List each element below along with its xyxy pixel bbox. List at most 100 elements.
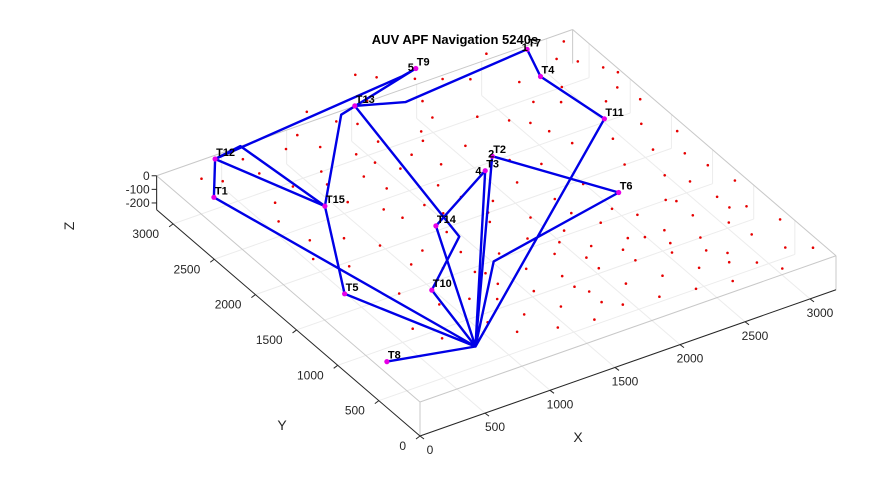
target-label: T9 xyxy=(417,57,430,69)
obstacle-point xyxy=(573,285,576,289)
obstacle-point xyxy=(731,279,734,283)
obstacle-point xyxy=(496,282,500,286)
axes-box xyxy=(156,29,837,436)
obstacle-point xyxy=(401,216,404,219)
obstacle-point xyxy=(675,199,678,203)
y-tick-label: 2000 xyxy=(215,298,242,312)
obstacle-point xyxy=(423,203,426,207)
y-axis-label: Y xyxy=(277,417,287,433)
obstacle-point xyxy=(409,263,413,266)
obstacle-point xyxy=(362,175,366,178)
number-label: 4 xyxy=(475,166,482,178)
obstacle-point xyxy=(342,236,346,240)
grid-line-y xyxy=(296,183,713,331)
obstacle-point xyxy=(241,157,245,161)
y-tick-mark xyxy=(333,364,339,369)
obstacle-point xyxy=(421,249,424,252)
obstacle-point xyxy=(291,185,295,188)
x-tick-label: 0 xyxy=(427,443,434,457)
obstacle-point xyxy=(376,140,380,143)
obstacle-point xyxy=(507,119,511,122)
obstacle-point xyxy=(373,161,377,164)
box-edge xyxy=(156,175,421,403)
obstacle-point xyxy=(560,85,564,89)
chart-title: AUV APF Navigation 5240s xyxy=(372,32,538,47)
obstacle-point xyxy=(320,170,323,173)
obstacle-point xyxy=(555,57,558,61)
number-label: 2 xyxy=(488,148,494,160)
target-point xyxy=(211,194,217,200)
obstacle-point xyxy=(296,133,299,137)
target-label: T15 xyxy=(326,194,345,206)
obstacle-point xyxy=(570,141,574,145)
target-point xyxy=(212,156,218,162)
obstacle-point xyxy=(587,290,591,293)
obstacle-point xyxy=(601,66,605,69)
obstacle-point xyxy=(305,110,309,114)
box-edge xyxy=(156,29,573,177)
obstacle-point xyxy=(733,179,737,182)
obstacle-point xyxy=(410,153,413,156)
box-edge xyxy=(572,29,837,257)
obstacle-point xyxy=(781,267,784,270)
obstacle-point xyxy=(727,221,731,224)
obstacle-point xyxy=(497,252,501,255)
obstacle-point xyxy=(308,239,312,242)
number-label: 1 xyxy=(522,42,528,54)
obstacle-point xyxy=(522,313,526,316)
target-point xyxy=(342,291,348,297)
target-point xyxy=(524,46,530,52)
obstacle-point xyxy=(258,172,261,175)
obstacle-point xyxy=(347,265,351,268)
grid-line-x xyxy=(481,95,746,323)
target-label: T4 xyxy=(542,65,556,77)
obstacle-point xyxy=(438,303,441,306)
obstacle-point xyxy=(715,195,719,199)
number-label: 5 xyxy=(408,62,414,74)
y-tick-mark xyxy=(415,435,421,440)
target-points xyxy=(211,46,622,365)
y-tick-label: 1000 xyxy=(297,368,324,382)
obstacle-point xyxy=(378,244,382,247)
obstacle-point xyxy=(611,137,615,140)
x-tick-mark xyxy=(744,321,750,326)
obstacle-point xyxy=(663,174,666,177)
obstacle-point xyxy=(421,139,425,143)
obstacle-point xyxy=(411,327,415,331)
target-point xyxy=(433,223,439,229)
obstacle-point xyxy=(439,163,443,166)
x-tick-label: 2000 xyxy=(677,352,704,366)
x-tick-label: 1500 xyxy=(612,374,639,388)
obstacle-point xyxy=(670,251,674,254)
obstacle-point xyxy=(669,241,672,245)
obstacle-point xyxy=(273,201,277,204)
obstacle-point xyxy=(727,260,731,264)
obstacle-point xyxy=(621,248,625,251)
obstacle-point xyxy=(699,236,702,239)
obstacle-point xyxy=(691,214,695,217)
obstacle-point xyxy=(469,77,472,81)
obstacle-point xyxy=(518,80,521,84)
target-label: T3 xyxy=(486,159,499,171)
target-point xyxy=(429,287,435,293)
obstacle-point xyxy=(382,208,386,211)
y-axis-line xyxy=(156,209,421,437)
target-label: T10 xyxy=(433,278,452,290)
obstacle-point xyxy=(346,200,350,204)
obstacle-point xyxy=(593,318,596,321)
obstacle-point xyxy=(445,230,449,234)
trajectory-line xyxy=(212,48,620,363)
obstacle-point xyxy=(526,237,529,240)
target-point xyxy=(322,203,328,209)
obstacle-point xyxy=(431,116,434,119)
grid-line-y xyxy=(337,218,754,366)
y-tick-mark xyxy=(292,329,297,334)
obstacle-point xyxy=(745,205,748,208)
obstacle-point xyxy=(515,181,519,184)
obstacle-point xyxy=(643,235,647,239)
grid xyxy=(156,38,837,437)
obstacle-point xyxy=(604,100,608,103)
target-label: T2 xyxy=(493,144,506,156)
obstacle-point xyxy=(421,99,424,103)
obstacle-point xyxy=(356,122,359,126)
